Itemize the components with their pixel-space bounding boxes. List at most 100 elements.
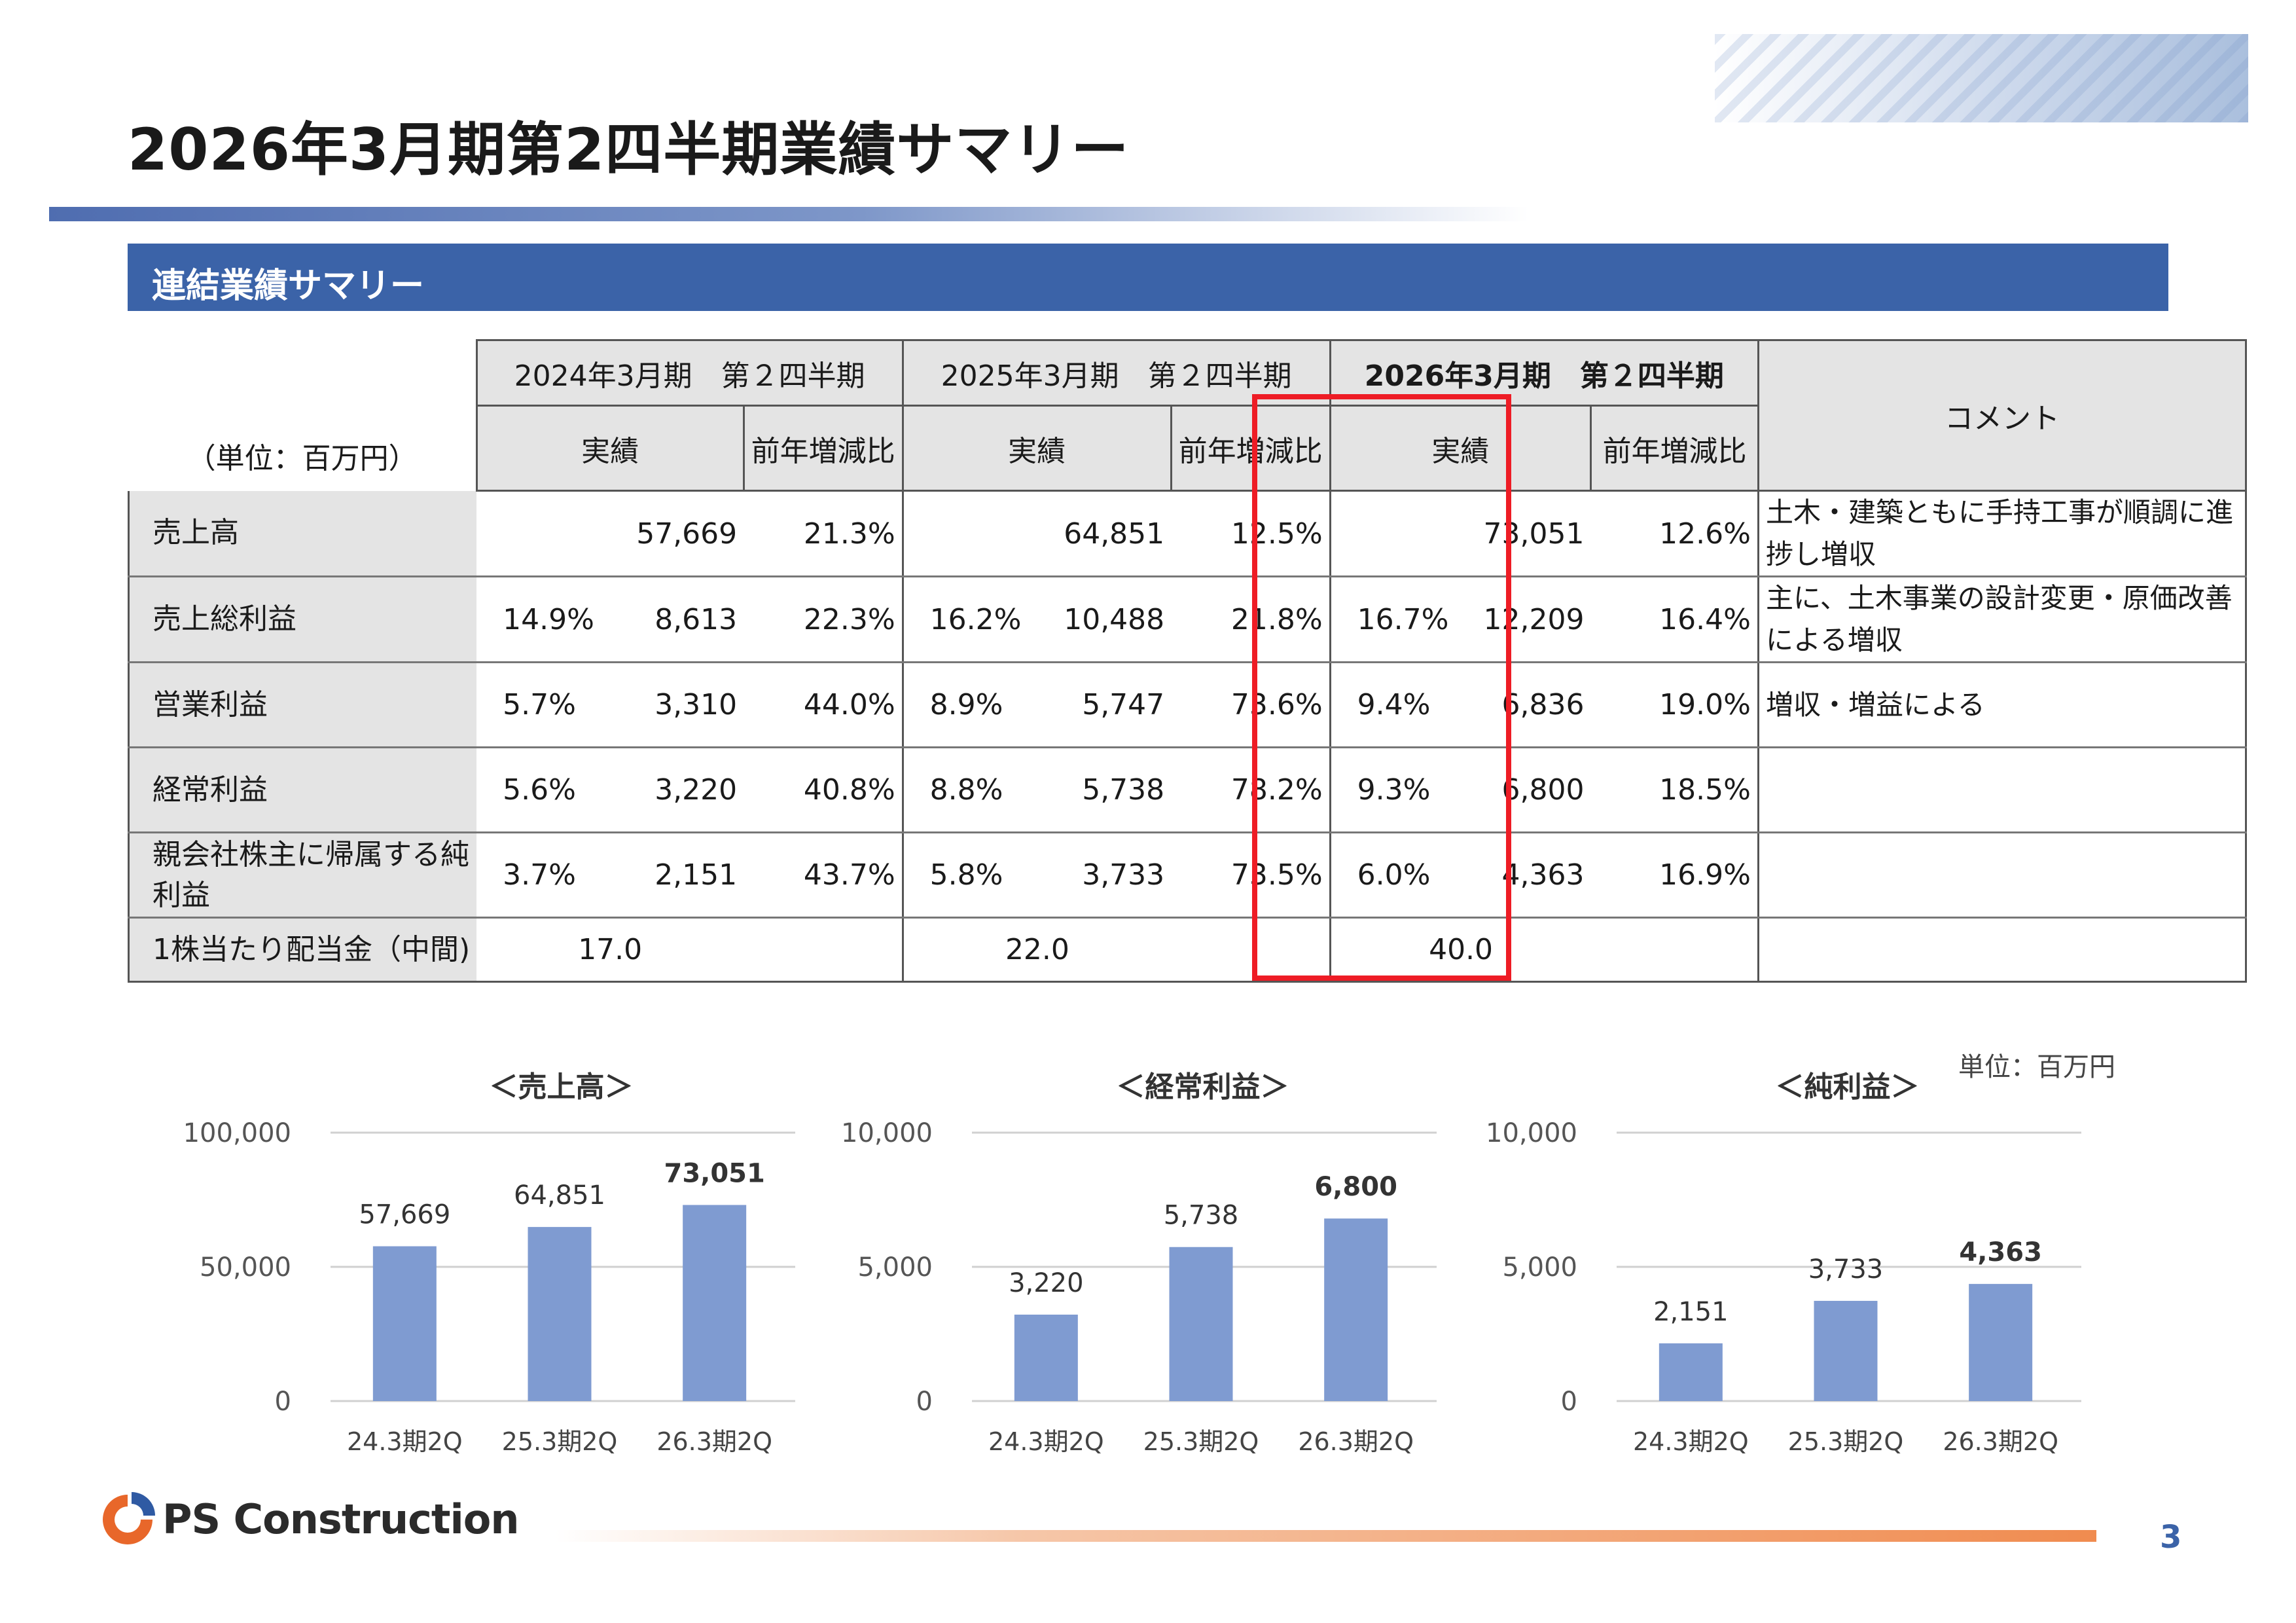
row-label-dividend: 1株当たり配当金（中間) (128, 917, 477, 983)
actual-2024: 3,310 (607, 662, 744, 748)
actual-2026: 12,209 (1455, 576, 1591, 663)
chart-net-profit: ＜純利益＞ 0 5,000 10,000 2,151 24.3期2Q 3,733 25.3期2… (1437, 1061, 2091, 1467)
title-underline (49, 207, 1528, 221)
x-tick-label: 25.3期2Q (502, 1427, 618, 1456)
footer-rule (555, 1530, 2096, 1542)
unit-label: （単位：百万円） (187, 441, 418, 475)
x-tick-label: 26.3期2Q (656, 1427, 772, 1456)
highlight-frame (1252, 394, 1511, 981)
dividend-2024: 17.0 (476, 917, 744, 983)
period-header-2025: 2025年3月期 第２四半期 (901, 339, 1331, 407)
chart-ordinary-profit: ＜経常利益＞ 0 5,000 10,000 3,220 24.3期2Q 5,738 25.3期… (792, 1061, 1446, 1467)
y-tick-label: 0 (275, 1387, 291, 1417)
actual-2025: 5,747 (1033, 662, 1172, 748)
section-header-bar: 連結業績サマリー (128, 244, 2168, 311)
bar (1324, 1218, 1388, 1401)
yoy-2026: 16.9% (1590, 832, 1759, 919)
yoy-2025: 73.6% (1171, 662, 1331, 748)
subheader-actual-2026: 実績 (1329, 405, 1592, 492)
table-row: 売上総利益 14.9% 8,613 22.3% 16.2% 10,488 21.8% 16.7… (128, 576, 2247, 663)
data-label: 73,051 (664, 1158, 764, 1188)
company-logo: PS Construction (95, 1489, 520, 1548)
bar (528, 1227, 592, 1401)
bar (683, 1205, 747, 1401)
actual-2026: 4,363 (1455, 832, 1591, 919)
chart-sales: ＜売上高＞ 0 50,000 100,000 57,669 24.3期2Q 64,851 25… (151, 1061, 805, 1467)
yoy-2025: 21.8% (1171, 576, 1331, 663)
bar (1169, 1247, 1233, 1401)
bar (372, 1246, 437, 1401)
margin-2025: 8.9% (903, 662, 1034, 748)
chart-title: ＜経常利益＞ (1117, 1070, 1289, 1104)
data-label: 6,800 (1314, 1172, 1397, 1202)
row-label: 営業利益 (128, 662, 477, 748)
actual-2025: 3,733 (1033, 832, 1172, 919)
table-body: 売上高 57,669 21.3% 64,851 12.5% 73,051 12.6% 土木・建… (128, 490, 2247, 919)
x-tick-label: 26.3期2Q (1943, 1427, 2058, 1456)
margin-2025: 16.2% (903, 576, 1034, 663)
actual-2026: 73,051 (1455, 490, 1591, 577)
row-label: 経常利益 (128, 747, 477, 833)
bar (1969, 1284, 2033, 1401)
yoy-2024: 43.7% (744, 832, 904, 919)
margin-2024: 5.6% (476, 747, 608, 833)
dividend-2026: 40.0 (1330, 917, 1591, 983)
header-decoration (1715, 34, 2248, 122)
data-label: 64,851 (514, 1180, 605, 1211)
table-row: 売上高 57,669 21.3% 64,851 12.5% 73,051 12.6% 土木・建… (128, 490, 2247, 577)
x-tick-label: 26.3期2Q (1298, 1427, 1414, 1456)
yoy-2025: 78.2% (1171, 747, 1331, 833)
period-header-2024: 2024年3月期 第２四半期 (475, 339, 904, 407)
subheader-yoy-2024: 前年増減比 (742, 405, 904, 492)
x-tick-label: 25.3期2Q (1143, 1427, 1259, 1456)
margin-2025 (903, 490, 1034, 577)
logo-mark-icon (103, 1492, 155, 1544)
yoy-2024: 21.3% (744, 490, 904, 577)
chart-unit-note: 単位：百万円 (1958, 1052, 2115, 1082)
yoy-2024: 40.8% (744, 747, 904, 833)
bar (1814, 1300, 1878, 1401)
row-label: 親会社株主に帰属する純利益 (128, 832, 477, 919)
table-row: 営業利益 5.7% 3,310 44.0% 8.9% 5,747 73.6% 9.4% 6,83… (128, 662, 2247, 748)
actual-2024: 2,151 (607, 832, 744, 919)
table-row: 親会社株主に帰属する純利益 3.7% 2,151 43.7% 5.8% 3,733 73.5… (128, 832, 2247, 919)
comment (1757, 832, 2247, 919)
bar (1014, 1314, 1078, 1401)
dividend-2025: 22.0 (903, 917, 1172, 983)
data-label: 4,363 (1959, 1237, 2042, 1267)
dividend-comment (1757, 917, 2247, 983)
x-tick-label: 25.3期2Q (1788, 1427, 1904, 1456)
y-tick-label: 5,000 (1502, 1252, 1577, 1283)
actual-2024: 8,613 (607, 576, 744, 663)
yoy-2025: 12.5% (1171, 490, 1331, 577)
subheader-actual-2025: 実績 (901, 405, 1172, 492)
subheader-actual-2024: 実績 (475, 405, 745, 492)
margin-2025: 8.8% (903, 747, 1034, 833)
y-tick-label: 50,000 (200, 1252, 291, 1283)
actual-2024: 57,669 (607, 490, 744, 577)
chart-title: ＜純利益＞ (1776, 1070, 1920, 1104)
data-label: 57,669 (359, 1200, 450, 1230)
margin-2026: 9.3% (1330, 747, 1456, 833)
x-tick-label: 24.3期2Q (347, 1427, 463, 1456)
data-label: 5,738 (1164, 1201, 1239, 1231)
y-tick-label: 10,000 (1486, 1118, 1577, 1148)
actual-2026: 6,800 (1455, 747, 1591, 833)
data-label: 3,220 (1009, 1268, 1084, 1298)
margin-2024: 5.7% (476, 662, 608, 748)
section-title: 連結業績サマリー (152, 266, 425, 306)
yoy-2026: 16.4% (1590, 576, 1759, 663)
subheader-yoy-2025: 前年増減比 (1170, 405, 1331, 492)
row-label: 売上高 (128, 490, 477, 577)
yoy-2026: 18.5% (1590, 747, 1759, 833)
actual-2025: 64,851 (1033, 490, 1172, 577)
bar (1659, 1343, 1723, 1401)
y-tick-label: 10,000 (841, 1118, 933, 1148)
y-tick-label: 0 (1561, 1387, 1577, 1417)
margin-2026: 9.4% (1330, 662, 1456, 748)
comment-header: コメント (1757, 339, 2247, 492)
y-tick-label: 0 (916, 1387, 933, 1417)
chart-sales-svg: ＜売上高＞ 0 50,000 100,000 57,669 24.3期2Q 64,851 25… (183, 1070, 795, 1456)
margin-2024 (476, 490, 608, 577)
chart-ordinary-profit-svg: ＜経常利益＞ 0 5,000 10,000 3,220 24.3期2Q 5,738 25.3期… (841, 1070, 1437, 1456)
